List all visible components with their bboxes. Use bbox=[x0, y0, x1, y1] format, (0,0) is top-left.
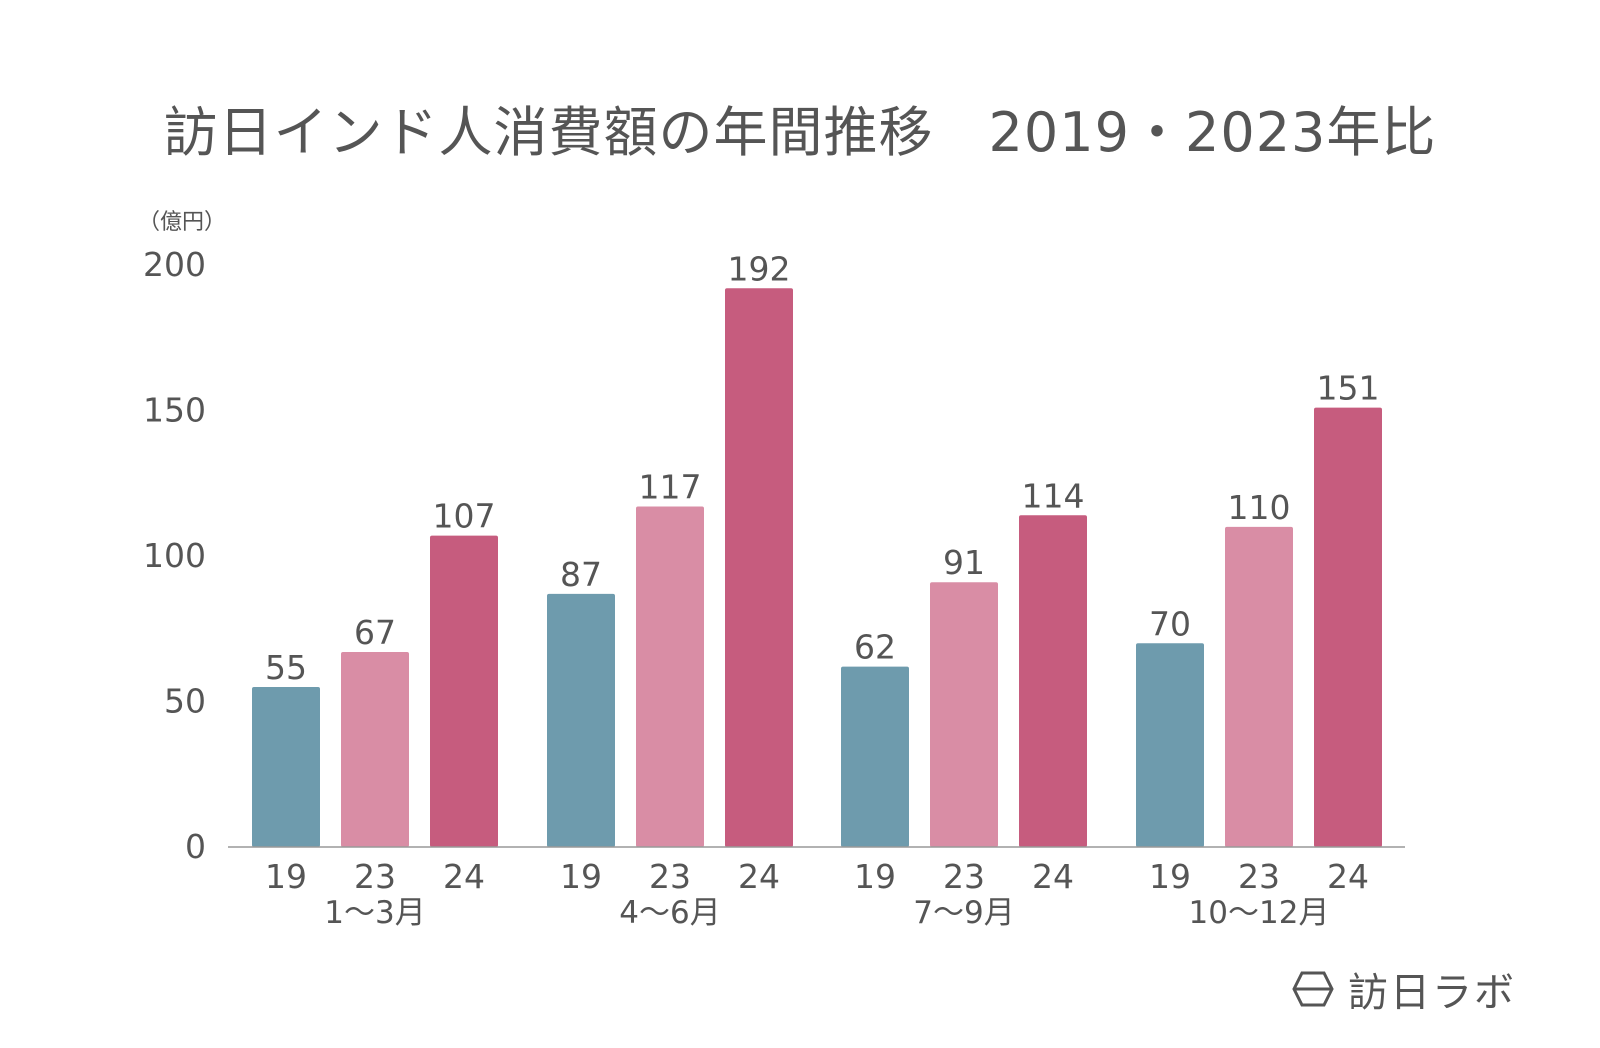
group-label: 10〜12月 bbox=[1189, 895, 1330, 931]
bar bbox=[430, 535, 498, 847]
x-tick-label: 19 bbox=[560, 857, 602, 896]
bar bbox=[252, 686, 320, 847]
bar-value-label: 70 bbox=[1149, 604, 1191, 643]
y-tick-label: 150 bbox=[143, 391, 206, 430]
x-tick-label: 19 bbox=[265, 857, 307, 896]
bar bbox=[1225, 526, 1293, 847]
chart-title: 訪日インド人消費額の年間推移 2019・2023年比 bbox=[163, 101, 1437, 164]
y-tick-label: 100 bbox=[143, 536, 206, 575]
bar-value-label: 67 bbox=[354, 613, 396, 652]
group-label: 1〜3月 bbox=[324, 895, 425, 931]
x-tick-label: 19 bbox=[1149, 857, 1191, 896]
x-tick-label: 24 bbox=[1327, 857, 1369, 896]
y-tick-label: 0 bbox=[185, 827, 206, 866]
brand-logo: 訪日ラボ bbox=[1292, 960, 1516, 1018]
bar-value-label: 114 bbox=[1022, 476, 1085, 515]
x-tick-label: 23 bbox=[1238, 857, 1280, 896]
bar-value-label: 110 bbox=[1228, 488, 1291, 527]
y-tick-label: 50 bbox=[164, 682, 206, 721]
bar-value-label: 91 bbox=[943, 543, 985, 582]
y-axis-unit-label: （億円） bbox=[138, 210, 227, 235]
x-tick-label: 24 bbox=[443, 857, 485, 896]
bar-value-label: 62 bbox=[854, 628, 896, 667]
bar bbox=[547, 593, 615, 847]
x-tick-label: 23 bbox=[943, 857, 985, 896]
bar bbox=[1019, 515, 1087, 847]
bar bbox=[636, 506, 704, 847]
bar-value-label: 55 bbox=[265, 648, 307, 687]
x-tick-label: 23 bbox=[354, 857, 396, 896]
bar bbox=[1314, 407, 1382, 847]
x-tick-label: 24 bbox=[1032, 857, 1074, 896]
bar bbox=[1136, 643, 1204, 847]
x-tick-label: 19 bbox=[854, 857, 896, 896]
bar-value-label: 117 bbox=[639, 468, 702, 507]
bar bbox=[341, 652, 409, 847]
bar bbox=[930, 582, 998, 847]
bar-value-label: 192 bbox=[728, 249, 791, 288]
bar bbox=[841, 666, 909, 847]
bar-value-label: 107 bbox=[433, 497, 496, 536]
bar bbox=[725, 288, 793, 847]
y-tick-label: 200 bbox=[143, 245, 206, 284]
logo-text: 訪日ラボ bbox=[1348, 970, 1516, 1016]
group-label: 4〜6月 bbox=[619, 895, 720, 931]
bar-value-label: 87 bbox=[560, 555, 602, 594]
group-label: 7〜9月 bbox=[913, 895, 1014, 931]
x-tick-label: 24 bbox=[738, 857, 780, 896]
hexagon-logo-icon bbox=[1292, 971, 1334, 1007]
x-tick-label: 23 bbox=[649, 857, 691, 896]
bar-value-label: 151 bbox=[1317, 369, 1380, 408]
